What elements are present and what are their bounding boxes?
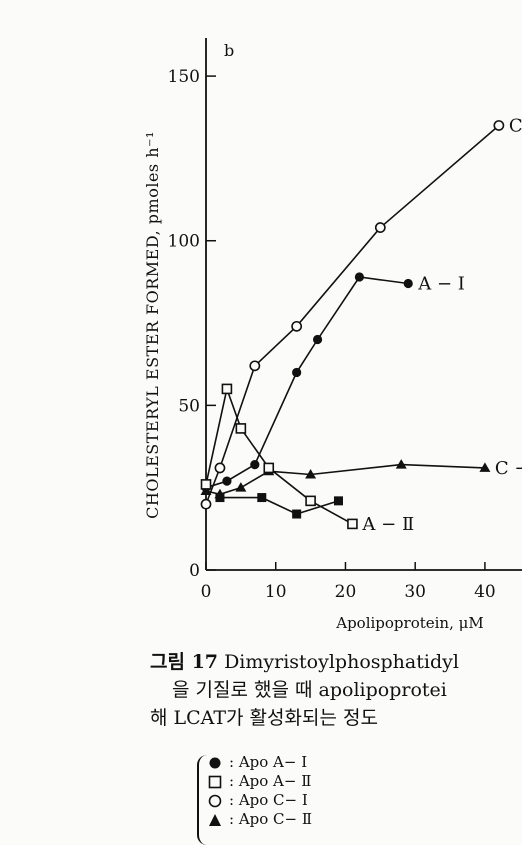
series-4-line xyxy=(219,496,339,515)
y-axis-label: CHOLESTERYL ESTER FORMED, pmoles h⁻¹ xyxy=(143,131,162,519)
series-4-point xyxy=(257,493,267,503)
series-a-ii-point xyxy=(235,423,247,434)
series-a-ii-point xyxy=(305,495,316,507)
series-c-ii-point xyxy=(235,482,247,492)
legend-brace xyxy=(197,755,209,845)
panel-label: b xyxy=(224,41,234,60)
series-markers xyxy=(200,120,505,530)
series-c-i-point xyxy=(214,462,226,474)
series-a-ii-line xyxy=(205,385,353,525)
chart: 0 50 100 150 0 10 20 30 40 b CHOLESTERYL ESTER FOR… xyxy=(143,38,522,632)
series-a-i-point xyxy=(312,334,323,345)
x-tick-label: 0 xyxy=(201,582,212,602)
curve-label: A − Ⅱ xyxy=(361,514,414,535)
x-tick-label: 10 xyxy=(265,582,287,602)
figure-number: 그림 17 xyxy=(150,651,219,673)
legend-label: : Apo A− Ⅰ xyxy=(229,753,308,771)
series-a-ii-point xyxy=(347,518,358,530)
x-axis-label: Apolipoprotein, μM xyxy=(335,614,484,632)
x-tick-label: 40 xyxy=(474,582,496,602)
series-c-ii-point xyxy=(305,469,317,479)
legend-item-apo-c-ii: : Apo C− Ⅱ xyxy=(205,810,312,829)
series-a-i-line xyxy=(205,276,409,489)
series-4-point xyxy=(292,509,302,519)
series-c-i-point xyxy=(493,120,505,131)
series-c-ii-point xyxy=(395,459,407,469)
series-4-point xyxy=(333,496,343,506)
legend-item-apo-a-i: : Apo A− Ⅰ xyxy=(205,753,312,772)
y-tick-label: 50 xyxy=(178,396,200,416)
filled-triangle-icon xyxy=(205,813,225,827)
curve-labels: C- A − Ⅰ C − A − Ⅱ xyxy=(361,115,522,534)
x-tick-label: 20 xyxy=(335,582,357,602)
curve-label: C − xyxy=(495,458,522,479)
series-a-ii-point xyxy=(200,479,212,490)
legend-label: : Apo A− Ⅱ xyxy=(229,772,312,790)
figure-caption: 그림 17 Dimyristoylphosphatidyl 을 기질로 했을 때… xyxy=(150,648,522,732)
open-circle-icon xyxy=(205,794,225,808)
y-tick-label: 150 xyxy=(168,67,200,87)
axes: 0 50 100 150 0 10 20 30 40 b CHOLESTERYL ESTER FOR… xyxy=(143,38,522,632)
series-c-i-point xyxy=(291,320,303,332)
series-c-i-point xyxy=(200,498,212,510)
series-a-ii-point xyxy=(221,383,233,395)
series-a-ii-point xyxy=(263,462,275,474)
caption-line-2: 을 기질로 했을 때 apolipoprotei xyxy=(172,679,447,701)
y-tick-label: 0 xyxy=(189,561,200,581)
curve-label: C- xyxy=(509,115,522,136)
series-a-i-point xyxy=(403,278,413,289)
legend-item-apo-a-ii: : Apo A− Ⅱ xyxy=(205,772,312,791)
x-tick-label: 30 xyxy=(404,582,426,602)
open-square-icon xyxy=(205,775,225,789)
series-a-i-point xyxy=(354,272,365,282)
series-c-i-line xyxy=(205,124,500,505)
series-lines xyxy=(205,124,500,525)
series-c-i-point xyxy=(374,222,386,233)
caption-line-3: 해 LCAT가 활성화되는 정도 xyxy=(150,707,378,729)
series-c-i-point xyxy=(249,360,261,372)
legend-item-apo-c-i: : Apo C− Ⅰ xyxy=(205,791,312,810)
series-c-ii-point xyxy=(200,485,212,495)
filled-circle-icon xyxy=(205,756,225,770)
caption-line-1: Dimyristoylphosphatidyl xyxy=(224,651,459,673)
series-a-i-point xyxy=(222,476,232,486)
legend: : Apo A− Ⅰ : Apo A− Ⅱ : Apo C− Ⅰ : Apo C… xyxy=(197,753,312,845)
series-c-ii-point xyxy=(479,462,491,472)
series-a-i-point xyxy=(292,367,302,378)
legend-label: : Apo C− Ⅱ xyxy=(229,810,313,828)
y-tick-label: 100 xyxy=(168,232,200,252)
curve-label: A − Ⅰ xyxy=(417,274,465,295)
series-a-i-point xyxy=(250,460,260,470)
legend-label: : Apo C− Ⅰ xyxy=(229,791,308,809)
series-4-point xyxy=(215,493,225,503)
